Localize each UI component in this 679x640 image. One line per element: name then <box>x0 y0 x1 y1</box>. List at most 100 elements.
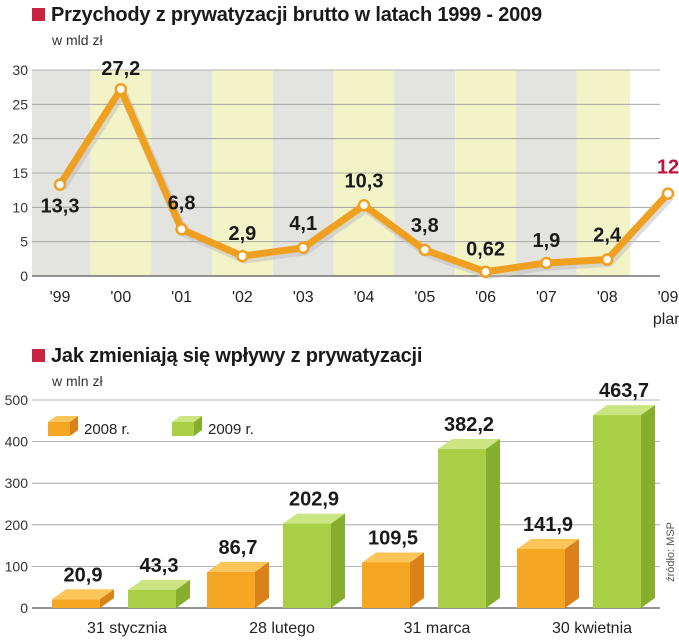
bar-side <box>486 439 500 608</box>
bar-front <box>207 571 255 608</box>
x-tick-label: '04 <box>354 289 375 306</box>
x-tick-label: '08 <box>597 289 618 306</box>
y-tick-label: 500 <box>5 392 29 408</box>
bar-side <box>100 589 114 608</box>
data-label: 86,7 <box>219 537 258 559</box>
data-label: 2,9 <box>228 223 256 245</box>
bar-2008 <box>52 589 114 608</box>
bar-front <box>438 449 486 608</box>
bar-side <box>641 405 655 608</box>
x-tick-label: 28 lutego <box>249 620 315 637</box>
bar-top <box>128 579 190 590</box>
bar-2009 <box>128 579 190 608</box>
bar-2008 <box>517 538 579 608</box>
data-label: 10,3 <box>345 170 384 192</box>
bar-front <box>52 599 100 608</box>
title-square-icon <box>32 349 45 362</box>
data-point <box>357 199 371 212</box>
data-label: 13,3 <box>41 196 80 218</box>
chart1-unit: w mld zł <box>52 32 103 48</box>
y-tick-label: 100 <box>5 558 29 574</box>
y-tick-label: 0 <box>20 268 28 284</box>
data-label: 20,9 <box>64 564 103 586</box>
data-label: 6,8 <box>168 192 196 214</box>
data-label: 202,9 <box>289 489 339 511</box>
x-tick-label: '01 <box>171 289 192 306</box>
x-tick-label: '06 <box>475 289 496 306</box>
data-point <box>661 187 675 200</box>
bar-front <box>517 548 565 608</box>
x-tick-label: '03 <box>293 289 314 306</box>
legend-label: 2008 r. <box>84 421 130 438</box>
data-point <box>540 256 553 270</box>
data-label: 463,7 <box>599 380 649 402</box>
legend-swatch <box>48 422 70 436</box>
bar-top <box>438 439 500 450</box>
legend-item: 2008 r. <box>48 416 130 438</box>
data-label: 0,62 <box>466 239 505 261</box>
x-tick-label: '02 <box>232 289 253 306</box>
x-tick-label: '05 <box>414 289 435 306</box>
data-label: 2,4 <box>593 225 622 247</box>
data-label: 141,9 <box>523 514 573 536</box>
bar-side <box>255 561 269 608</box>
data-label: 27,2 <box>101 58 140 80</box>
chart2-title: Jak zmieniają się wpływy z prywatyzacji <box>32 345 422 368</box>
data-point <box>418 243 432 257</box>
x-tick-label: '07 <box>536 289 557 306</box>
bar-front <box>593 415 641 608</box>
data-point <box>114 82 128 96</box>
y-tick-label: 25 <box>12 96 28 112</box>
source-note: źródło: MSP <box>665 522 677 582</box>
bar-front <box>362 562 410 608</box>
y-tick-label: 10 <box>12 199 28 215</box>
bar-2009 <box>438 439 500 608</box>
x-tick-label: 30 kwietnia <box>552 620 632 637</box>
bar-front <box>283 523 331 608</box>
x-tick-label: '99 <box>50 289 71 306</box>
bar-side <box>176 579 190 608</box>
bar-top <box>517 538 579 549</box>
data-point <box>479 265 492 278</box>
data-point <box>175 223 188 236</box>
legend-swatch-side <box>194 416 202 436</box>
chart2-title-text: Jak zmieniają się wpływy z prywatyzacji <box>51 345 423 367</box>
x-tick-label: 31 marca <box>404 620 471 637</box>
data-label: 4,1 <box>289 213 317 235</box>
y-tick-label: 400 <box>5 434 29 450</box>
y-tick-label: 0 <box>20 600 28 616</box>
legend-swatch-top <box>48 416 78 422</box>
bar-top <box>283 513 345 524</box>
legend-swatch-side <box>70 416 78 436</box>
legend-item: 2009 r. <box>172 416 254 438</box>
y-tick-label: 30 <box>12 62 28 78</box>
data-label: 382,2 <box>444 414 494 436</box>
bar-side <box>565 538 579 608</box>
data-point <box>236 249 249 263</box>
bar-top <box>593 405 655 416</box>
bar-2009 <box>593 405 655 608</box>
legend-label: 2009 r. <box>208 421 254 438</box>
legend-swatch <box>172 422 194 436</box>
data-label: 1,9 <box>532 230 560 252</box>
chart2-unit: w mln zł <box>52 373 103 389</box>
data-label: 3,8 <box>411 215 439 237</box>
plan-annotation: plan <box>653 311 679 328</box>
data-point <box>600 253 614 266</box>
bar-side <box>410 552 424 608</box>
y-tick-label: 15 <box>12 165 28 181</box>
bar-side <box>331 513 345 608</box>
x-tick-label: '09 <box>658 289 679 306</box>
bar-2008 <box>362 552 424 608</box>
x-tick-label: '00 <box>110 289 131 306</box>
data-point <box>53 178 67 191</box>
legend-swatch-top <box>172 416 202 422</box>
title-square-icon <box>32 8 45 21</box>
data-point <box>296 241 310 255</box>
x-tick-label: 31 stycznia <box>87 620 167 637</box>
bar-2009 <box>283 513 345 608</box>
data-label: 109,5 <box>368 527 418 549</box>
bar-front <box>128 589 176 608</box>
data-label: 12 <box>657 157 679 179</box>
